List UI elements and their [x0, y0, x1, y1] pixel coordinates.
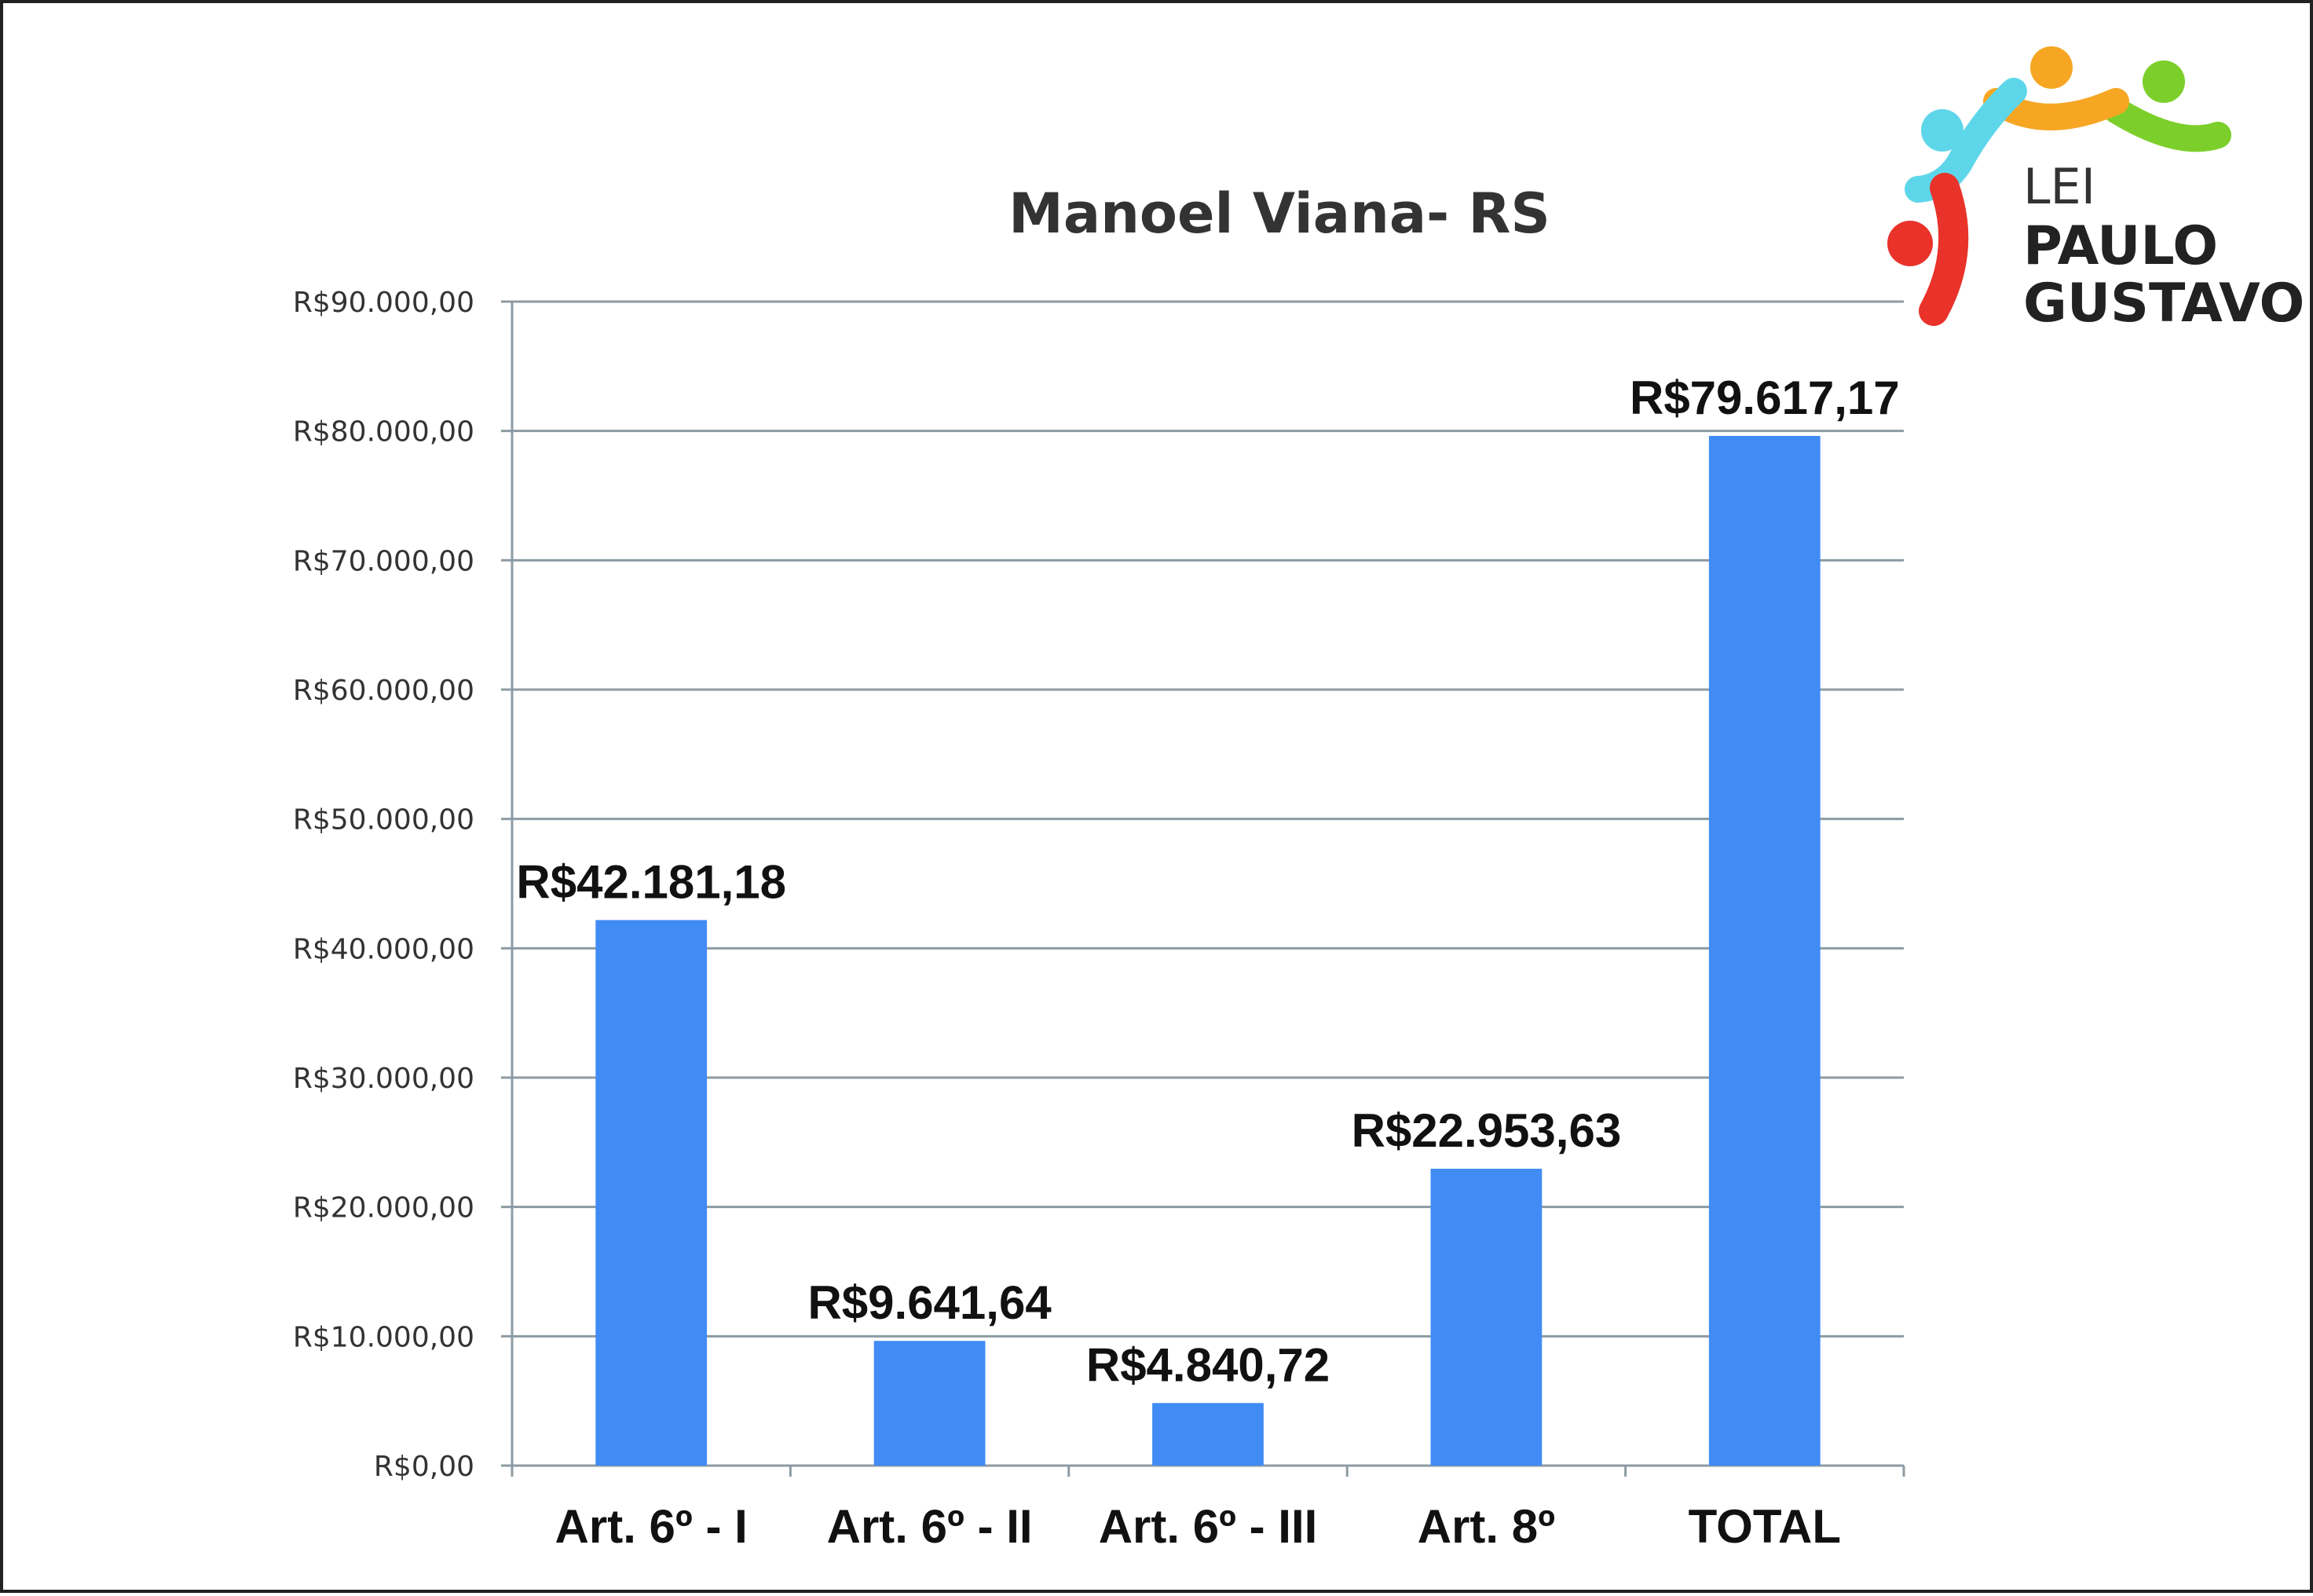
data-label: R$4.840,72 — [1086, 1338, 1330, 1391]
logo-text-gustavo: GUSTAVO — [2023, 273, 2304, 335]
y-tick-label: R$10.000,00 — [293, 1321, 474, 1353]
bars — [595, 435, 1821, 1466]
y-tick-label: R$20.000,00 — [293, 1192, 474, 1224]
data-labels: R$42.181,18 R$9.641,64 R$4.840,72 R$22.953,… — [516, 372, 1899, 1391]
y-tick-label: R$50.000,00 — [293, 804, 474, 836]
data-label: R$79.617,17 — [1630, 372, 1900, 424]
bar — [873, 1341, 986, 1466]
y-tick-label: R$0,00 — [374, 1451, 474, 1483]
y-tick-label: R$80.000,00 — [293, 416, 474, 448]
x-tick-label: Art. 6º - II — [827, 1500, 1033, 1553]
x-axis-ticks: Art. 6º - I Art. 6º - II Art. 6º - III Art.… — [555, 1500, 1841, 1553]
y-axis-ticks: R$0,00 R$10.000,00 R$20.000,00 R$30.000,00 R… — [293, 287, 474, 1483]
logo-red-arc — [1919, 173, 1969, 326]
x-tick-label: TOTAL — [1689, 1500, 1841, 1553]
logo-text-paulo: PAULO — [2023, 215, 2218, 277]
logo-green-dot — [2143, 60, 2185, 103]
bar — [1708, 435, 1821, 1466]
x-tick-label: Art. 6º - III — [1099, 1500, 1318, 1553]
bar — [595, 920, 708, 1466]
data-label: R$22.953,63 — [1352, 1104, 1622, 1157]
logo-red-dot — [1887, 221, 1933, 266]
x-tick-label: Art. 6º - I — [555, 1500, 748, 1553]
chart-title: Manoel Viana- RS — [1008, 181, 1550, 246]
y-tick-label: R$70.000,00 — [293, 545, 474, 577]
y-tick-label: R$60.000,00 — [293, 675, 474, 707]
y-tick-label: R$30.000,00 — [293, 1063, 474, 1095]
logo-cyan-dot — [1921, 109, 1963, 152]
x-tick-label: Art. 8º — [1418, 1500, 1555, 1553]
y-tick-label: R$40.000,00 — [293, 933, 474, 965]
bar — [1430, 1169, 1543, 1466]
lei-paulo-gustavo-logo: LEI PAULO GUSTAVO — [1887, 46, 2304, 335]
chart: Manoel Viana- RS R$0,00 R$10.000,00 R$20.0… — [293, 46, 2304, 1553]
logo-orange-dot — [2030, 46, 2073, 89]
gridlines — [512, 300, 1904, 1338]
logo-text-lei: LEI — [2023, 158, 2095, 215]
data-label: R$42.181,18 — [516, 855, 786, 908]
logo-green-arc — [2103, 97, 2231, 152]
y-tick-label: R$90.000,00 — [293, 287, 474, 319]
data-label: R$9.641,64 — [807, 1276, 1052, 1329]
bar — [1152, 1403, 1264, 1466]
